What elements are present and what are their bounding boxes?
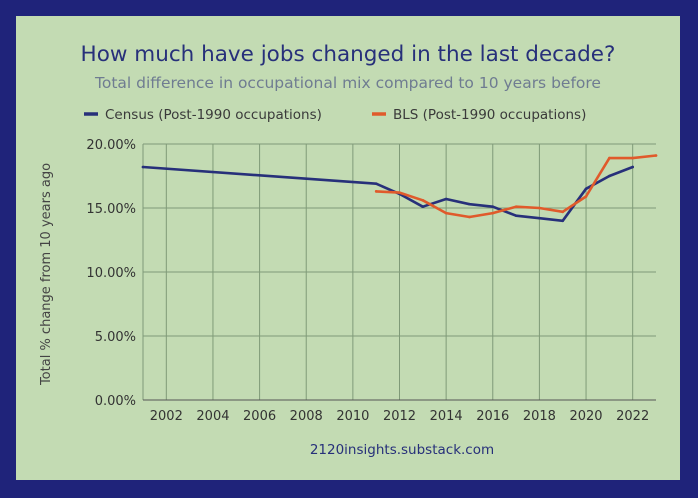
x-tick-label: 2004: [196, 409, 229, 424]
chart-subtitle: Total difference in occupational mix com…: [94, 74, 601, 92]
data-point: [444, 211, 448, 215]
data-point: [468, 202, 471, 206]
y-tick-label: 10.00%: [86, 266, 136, 281]
data-point: [584, 187, 588, 191]
data-point: [491, 211, 495, 215]
series-line-census: [141, 165, 635, 223]
legend: Census (Post-1990 occupations) BLS (Post…: [84, 107, 586, 123]
chart-title: How much have jobs changed in the last d…: [81, 42, 616, 67]
data-point: [631, 165, 634, 169]
data-point: [398, 191, 401, 194]
data-point: [608, 156, 611, 160]
legend-label-bls: BLS (Post-1990 occupations): [393, 107, 586, 123]
x-tick-label: 2010: [336, 409, 369, 424]
x-tick-label: 2002: [150, 409, 183, 424]
data-point: [561, 210, 565, 214]
y-tick-label: 15.00%: [86, 202, 136, 217]
data-point: [538, 206, 541, 210]
series: [141, 154, 658, 223]
data-point: [491, 205, 495, 209]
data-point: [468, 215, 471, 219]
data-point: [514, 214, 518, 217]
axis-ticks: 0.00% 5.00% 10.00% 15.00% 20.00% 2002 2004 2006…: [86, 138, 649, 424]
data-point: [584, 195, 588, 198]
x-tick-label: 2016: [476, 409, 509, 424]
data-point: [421, 205, 425, 209]
data-point: [631, 156, 634, 160]
data-point: [561, 219, 565, 223]
x-tick-label: 2012: [383, 409, 416, 424]
x-tick-label: 2018: [523, 409, 556, 424]
data-point: [374, 190, 378, 193]
data-point: [654, 154, 658, 157]
y-axis-label: Total % change from 10 years ago: [39, 163, 54, 386]
y-tick-label: 5.00%: [95, 330, 136, 345]
data-point: [608, 174, 611, 178]
y-tick-label: 20.00%: [86, 138, 136, 153]
x-tick-label: 2006: [243, 409, 276, 424]
data-point: [514, 205, 518, 209]
data-point: [421, 199, 425, 202]
chart-frame: How much have jobs changed in the last d…: [16, 16, 680, 480]
data-point: [374, 182, 378, 185]
grid: [142, 143, 656, 401]
source-credit: 2120insights.substack.com: [310, 442, 494, 458]
x-tick-label: 2014: [430, 409, 463, 424]
line-chart: How much have jobs changed in the last d…: [39, 42, 658, 458]
y-tick-label: 0.00%: [95, 394, 136, 409]
legend-label-census: Census (Post-1990 occupations): [105, 107, 322, 123]
x-tick-label: 2022: [616, 409, 649, 424]
data-point: [141, 165, 145, 169]
x-tick-label: 2020: [569, 409, 602, 424]
data-point: [538, 216, 541, 220]
x-tick-label: 2008: [290, 409, 323, 424]
data-point: [444, 197, 448, 201]
